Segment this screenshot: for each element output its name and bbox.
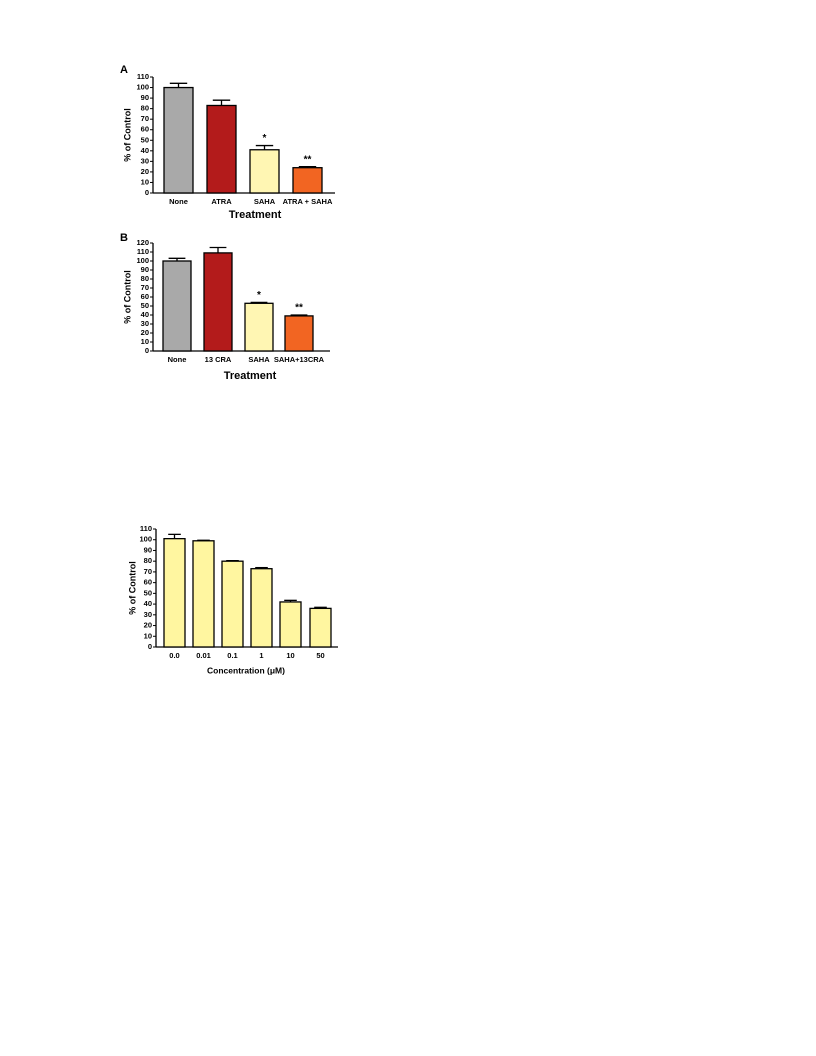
x-axis-label: Concentration (μM) xyxy=(207,665,285,675)
x-axis-label: Treatment xyxy=(224,370,277,382)
y-tick-label: 20 xyxy=(141,328,149,337)
y-tick-label: 110 xyxy=(137,72,149,81)
panel-label: B xyxy=(120,232,128,244)
y-tick-label: 20 xyxy=(141,167,149,176)
y-tick-label: 110 xyxy=(140,524,152,533)
y-tick-label: 40 xyxy=(141,146,149,155)
y-tick-label: 110 xyxy=(137,247,149,256)
y-tick-label: 30 xyxy=(141,156,149,165)
y-tick-label: 0 xyxy=(145,346,149,355)
x-axis-label: Treatment xyxy=(229,209,282,221)
y-tick-label: 0 xyxy=(145,188,149,197)
y-tick-label: 10 xyxy=(144,631,152,640)
bar xyxy=(163,86,194,194)
y-tick-label: 10 xyxy=(141,177,149,186)
significance-label: * xyxy=(257,290,261,301)
y-tick-label: 50 xyxy=(141,135,149,144)
y-tick-label: 90 xyxy=(141,93,149,102)
significance-label: * xyxy=(263,133,267,144)
bar xyxy=(162,260,192,352)
y-tick-label: 0 xyxy=(148,642,152,651)
bar xyxy=(244,302,274,352)
y-tick-label: 90 xyxy=(141,265,149,274)
bar xyxy=(292,167,323,194)
y-tick-label: 50 xyxy=(141,301,149,310)
bar xyxy=(249,149,280,194)
y-tick-label: 30 xyxy=(144,610,152,619)
x-tick-label: 50 xyxy=(316,651,324,660)
bar xyxy=(203,252,233,352)
y-tick-label: 60 xyxy=(141,292,149,301)
x-tick-label: 0.01 xyxy=(196,651,211,660)
x-tick-label: 13 CRA xyxy=(205,355,232,364)
y-tick-label: 100 xyxy=(139,535,152,544)
bar xyxy=(163,538,186,648)
y-tick-label: 80 xyxy=(144,556,152,565)
y-tick-label: 60 xyxy=(144,578,152,587)
y-tick-label: 80 xyxy=(141,104,149,113)
x-tick-label: None xyxy=(168,355,187,364)
y-tick-label: 100 xyxy=(136,256,149,265)
y-tick-label: 70 xyxy=(144,567,152,576)
y-tick-label: 40 xyxy=(144,599,152,608)
bar xyxy=(279,601,302,648)
bar xyxy=(309,607,332,648)
bar xyxy=(192,540,215,648)
y-axis-label: % of Control xyxy=(122,270,132,324)
y-tick-label: 30 xyxy=(141,319,149,328)
y-axis-label: % of Control xyxy=(127,561,137,615)
x-tick-label: 0.1 xyxy=(227,651,237,660)
bar xyxy=(221,560,244,648)
significance-label: ** xyxy=(304,154,312,165)
y-tick-label: 90 xyxy=(144,545,152,554)
y-tick-label: 20 xyxy=(144,621,152,630)
y-tick-label: 80 xyxy=(141,274,149,283)
y-tick-label: 70 xyxy=(141,114,149,123)
x-tick-label: 0.0 xyxy=(169,651,179,660)
x-tick-label: 1 xyxy=(259,651,263,660)
x-tick-label: ATRA + SAHA xyxy=(283,197,333,206)
bar xyxy=(284,315,314,352)
bar xyxy=(250,568,273,648)
x-tick-label: 10 xyxy=(286,651,294,660)
y-tick-label: 100 xyxy=(136,83,149,92)
y-tick-label: 50 xyxy=(144,588,152,597)
x-tick-label: None xyxy=(169,197,188,206)
y-tick-label: 60 xyxy=(141,125,149,134)
x-tick-label: SAHA+13CRA xyxy=(274,355,325,364)
y-tick-label: 120 xyxy=(136,238,149,247)
x-tick-label: SAHA xyxy=(254,197,276,206)
y-tick-label: 10 xyxy=(141,337,149,346)
y-tick-label: 70 xyxy=(141,283,149,292)
y-tick-label: 40 xyxy=(141,310,149,319)
y-axis-label: % of Control xyxy=(122,108,132,162)
bar xyxy=(206,104,237,194)
significance-label: ** xyxy=(295,303,303,314)
x-tick-label: ATRA xyxy=(211,197,232,206)
x-tick-label: SAHA xyxy=(248,355,270,364)
panel-label: A xyxy=(120,64,128,76)
